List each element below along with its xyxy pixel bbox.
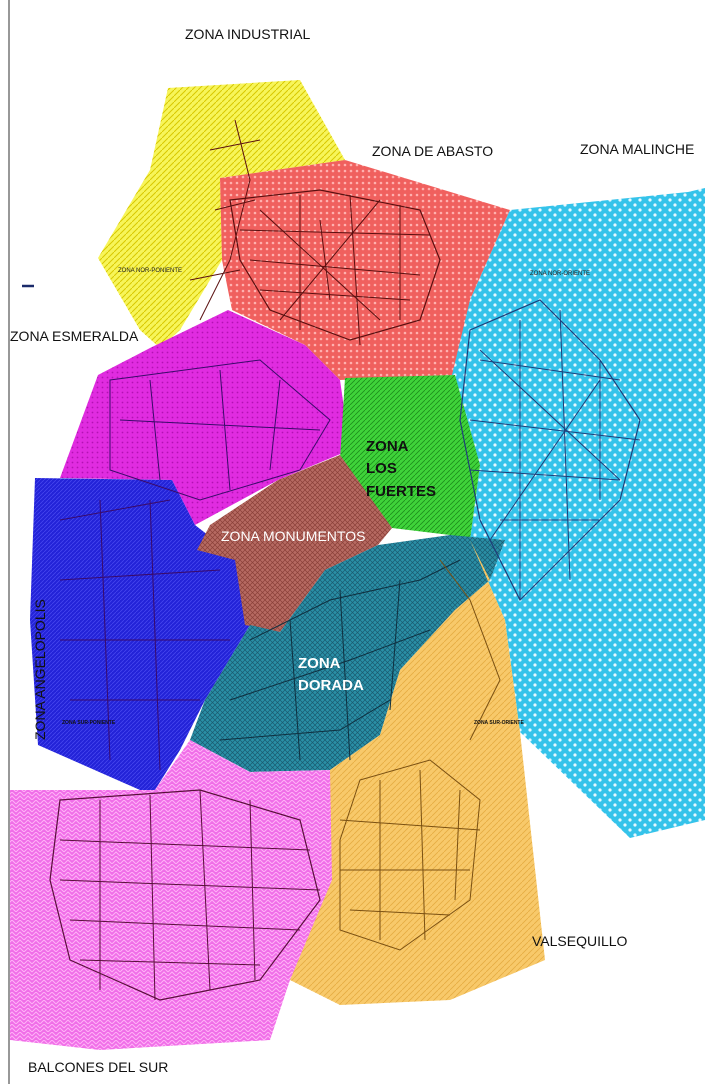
label-los-fuertes-line-2: LOS	[366, 460, 397, 477]
street-network-southwest	[49, 789, 321, 1001]
label-dorada-line-1: ZONA	[298, 655, 341, 672]
label-sur-oriente: ZONA SUR-ORIENTE	[474, 720, 524, 726]
label-valsequillo: VALSEQUILLO	[532, 933, 628, 949]
label-dorada-line-2: DORADA	[298, 677, 364, 694]
label-nor-oriente: ZONA NOR-ORIENTE	[530, 271, 590, 277]
label-zona-los-fuertes: ZONA LOS FUERTES	[366, 438, 436, 500]
label-zona-angelopolis: ZONA ANGELOPOLIS	[32, 599, 48, 740]
street-network-center	[219, 559, 461, 761]
zone-esmeralda-area[interactable]	[60, 310, 350, 525]
street-network-west	[59, 359, 331, 771]
street-network-north	[189, 119, 441, 346]
label-los-fuertes-line-3: FUERTES	[366, 483, 436, 500]
label-zona-esmeralda: ZONA ESMERALDA	[10, 328, 139, 344]
zone-monumentos-area[interactable]	[197, 455, 392, 632]
zone-industrial-area[interactable]	[98, 80, 345, 348]
label-zona-malinche: ZONA MALINCHE	[580, 141, 694, 157]
street-network-east	[459, 299, 641, 602]
zone-angelopolis-area[interactable]	[30, 478, 250, 790]
zone-balcones-area[interactable]	[10, 740, 332, 1050]
label-zona-industrial: ZONA INDUSTRIAL	[185, 26, 310, 42]
label-zona-monumentos: ZONA MONUMENTOS	[221, 528, 365, 544]
label-sur-poniente: ZONA SUR-PONIENTE	[62, 720, 116, 726]
label-los-fuertes-line-1: ZONA	[366, 438, 409, 455]
street-network-south	[339, 559, 501, 951]
zone-los-fuertes-area[interactable]	[340, 375, 480, 540]
zone-valsequillo-area[interactable]	[290, 540, 545, 1005]
label-zona-abasto: ZONA DE ABASTO	[372, 143, 493, 159]
label-nor-poniente: ZONA NOR-PONIENTE	[118, 268, 182, 274]
zone-dorada-area[interactable]	[190, 535, 505, 772]
label-balcones-del-sur: BALCONES DEL SUR	[28, 1059, 168, 1075]
zone-malinche-area[interactable]	[452, 188, 705, 838]
label-zona-dorada: ZONA DORADA	[298, 655, 364, 694]
